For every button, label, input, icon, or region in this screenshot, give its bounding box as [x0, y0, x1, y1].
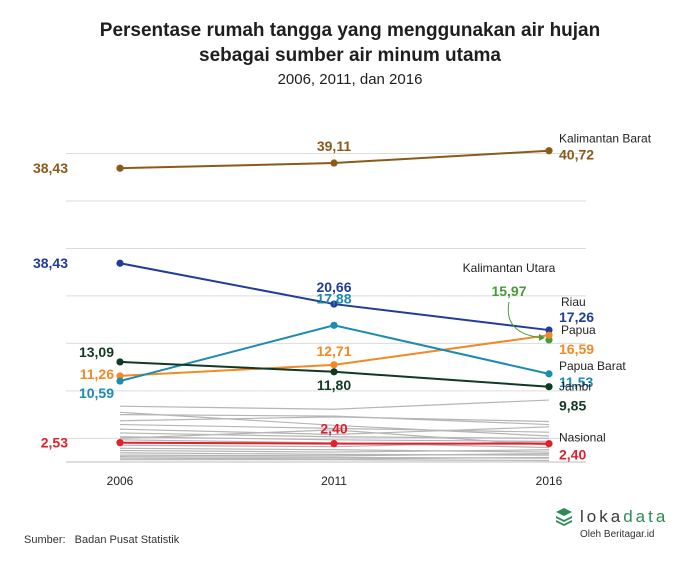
chart-title-line-1: Persentase rumah tangga yang menggunakan…	[99, 20, 601, 41]
data-point-kalimantan-barat-2006	[116, 164, 124, 172]
data-point-jambi-2006	[116, 358, 124, 366]
series-name-label-riau: Riau	[561, 295, 586, 309]
series-name-label-kalimantan-barat: Kalimantan Barat	[559, 132, 652, 146]
background-series-line-16	[119, 411, 550, 437]
data-label-jambi-2016: 9,85	[559, 398, 586, 414]
data-point-papua-2011	[330, 361, 338, 369]
background-series-line-1	[119, 414, 550, 426]
data-label-papua-2011: 12,71	[316, 343, 351, 359]
data-label-riau-2011: 20,66	[316, 279, 351, 295]
lokadata-logo-icon	[556, 508, 572, 526]
data-label-papua-barat-2006: 10,59	[79, 385, 114, 401]
source-value: Badan Pusat Statistik	[74, 534, 180, 546]
data-label-kalimantan-utara-2016: 15,97	[491, 283, 526, 299]
data-point-papua-barat-2006	[116, 377, 124, 385]
series-name-label-papua-barat: Papua Barat	[559, 359, 626, 373]
data-point-kalimantan-barat-2011	[330, 159, 338, 167]
background-series-line-4	[119, 426, 550, 436]
brand-block: lokadata Oleh Beritagar.id	[554, 507, 684, 540]
data-point-jambi-2011	[330, 368, 338, 376]
data-point-riau-2016	[545, 326, 553, 334]
data-point-kalimantan-barat-2016	[545, 147, 553, 155]
data-point-nasional-2006	[116, 439, 124, 447]
data-label-nasional-2006: 2,53	[41, 435, 68, 451]
x-tick-label-2016: 2016	[536, 474, 563, 488]
callout-arrow-head-kalimantan-utara	[539, 333, 545, 341]
chart-subtitle: 2006, 2011, dan 2016	[277, 71, 423, 88]
data-point-jambi-2016	[545, 383, 553, 391]
background-series-line-14	[119, 456, 550, 460]
data-point-papua-2016	[545, 331, 553, 339]
data-label-nasional-2016: 2,40	[559, 447, 586, 463]
data-label-nasional-2011: 2,40	[320, 421, 347, 437]
x-tick-label-2011: 2011	[321, 474, 347, 488]
background-series-line-6	[119, 436, 550, 442]
data-label-papua-barat-2011: 17,88	[316, 290, 351, 306]
series-name-label-kalimantan-utara: Kalimantan Utara	[463, 261, 556, 275]
brand-name: lokadata	[580, 507, 668, 527]
background-series-line-12	[119, 452, 550, 457]
x-tick-label-2006: 2006	[107, 474, 134, 488]
data-label-riau-2006: 38,43	[33, 255, 68, 271]
background-series-line-2	[119, 416, 550, 423]
data-point-nasional-2016	[545, 440, 553, 448]
data-point-riau-2011	[330, 300, 338, 308]
background-series-line-5	[119, 432, 550, 439]
data-label-jambi-2011: 11,80	[317, 377, 351, 393]
background-series-line-10	[119, 449, 550, 453]
brand-name-prefix: loka	[580, 507, 624, 526]
chart-title-line-2: sebagai sumber air minum utama	[199, 45, 501, 66]
data-point-papua-2006	[116, 372, 124, 380]
data-label-papua-2006: 11,26	[80, 366, 114, 382]
series-name-label-papua: Papua	[561, 323, 596, 337]
data-label-papua-barat-2016: 11,53	[559, 374, 593, 390]
background-series-line-17	[119, 429, 550, 446]
chart-title-block: Persentase rumah tangga yang menggunakan…	[0, 18, 700, 91]
background-series-line-3	[119, 423, 550, 433]
data-point-papua-barat-2011	[330, 321, 338, 329]
data-label-riau-2016: 17,26	[559, 309, 594, 325]
brand-name-accent: data	[623, 507, 669, 526]
background-series-line-0	[119, 399, 550, 410]
series-name-label-nasional: Nasional	[559, 431, 606, 445]
data-label-kalimantan-barat-2016: 40,72	[559, 147, 594, 163]
series-name-label-jambi: Jambi	[559, 380, 591, 394]
background-series-line-9	[119, 447, 550, 453]
data-label-jambi-2006: 13,09	[79, 344, 114, 360]
data-label-kalimantan-barat-2011: 39,11	[317, 138, 351, 154]
data-label-kalimantan-barat-2006: 38,43	[33, 160, 68, 176]
data-point-papua-barat-2016	[545, 370, 553, 378]
data-point-riau-2006	[116, 259, 124, 267]
data-label-papua-2016: 16,59	[559, 341, 594, 357]
background-series-line-15	[120, 459, 550, 462]
source-label: Sumber:	[24, 534, 66, 546]
data-point-nasional-2011	[330, 440, 338, 448]
brand-byline: Oleh Beritagar.id	[580, 529, 655, 540]
source-note: Sumber: Badan Pusat Statistik	[24, 534, 179, 546]
callout-arrow-kalimantan-utara	[507, 301, 544, 339]
